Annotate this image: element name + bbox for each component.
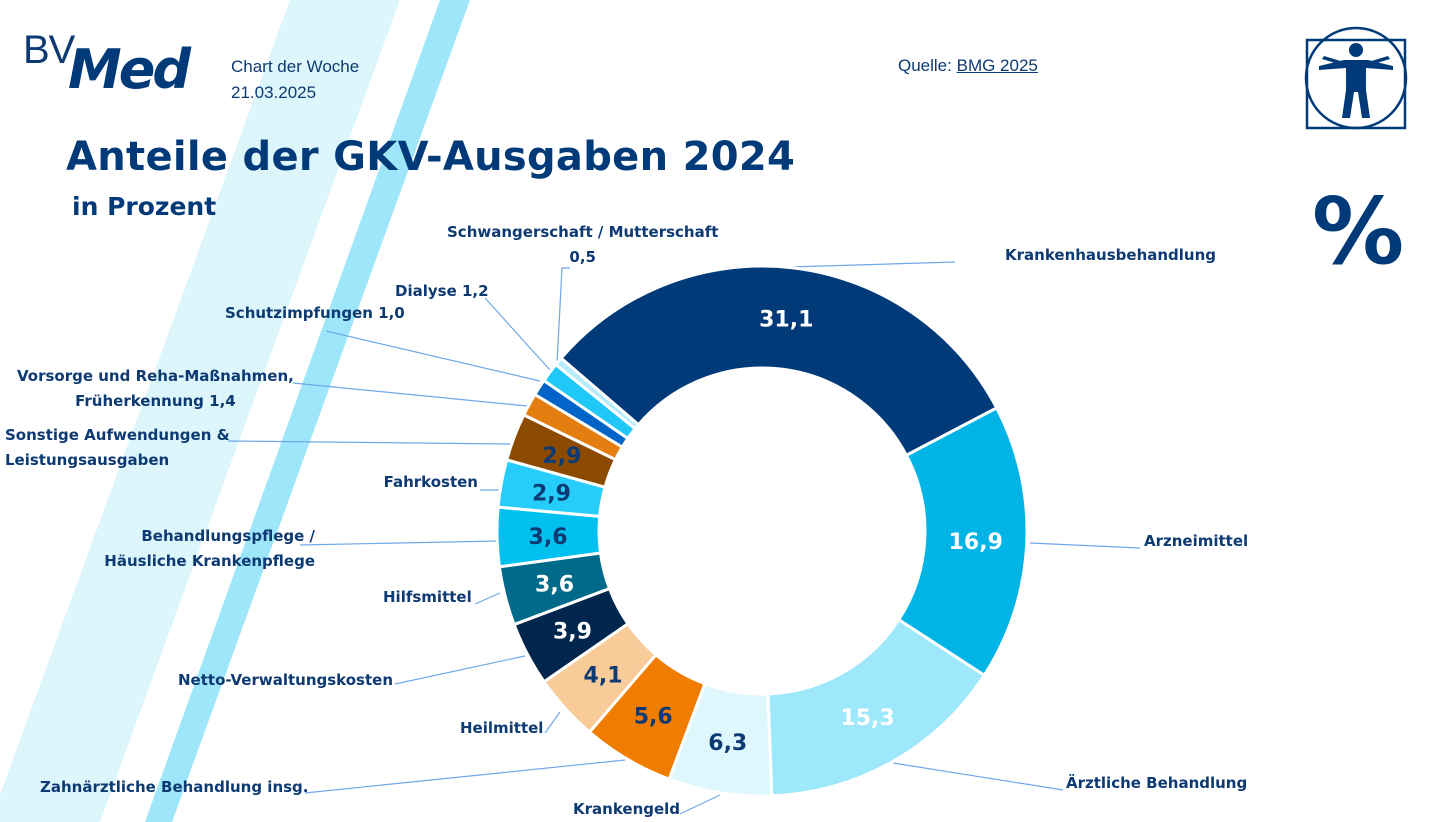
slice-category-label: Heilmittel (460, 716, 543, 741)
source: Quelle: BMG 2025 (898, 56, 1038, 76)
slice-category-label: Schwangerschaft / Mutterschaft 0,5 (447, 220, 718, 270)
leader-line (304, 759, 626, 794)
slice-category-label: Krankengeld (573, 797, 680, 822)
chart-subtitle: in Prozent (72, 192, 217, 221)
stripe-light (0, 0, 400, 822)
slice-value-label: 3,9 (553, 619, 592, 644)
donut-slices (495, 264, 1029, 798)
chart-date: 21.03.2025 (231, 83, 317, 102)
slice-value-label: 5,6 (634, 704, 673, 729)
logo-bv: BV (23, 28, 75, 72)
leader-line (484, 297, 551, 371)
slice-value-label: 2,9 (532, 481, 571, 506)
leader-line (556, 267, 570, 364)
leader-line (325, 330, 541, 382)
slice-category-label: Schutzimpfungen 1,0 (225, 301, 405, 326)
slice-category-label: Krankenhausbehandlung (1005, 243, 1216, 268)
label-line: Häusliche Krankenpflege (104, 552, 315, 570)
slice-category-label: Behandlungspflege / Häusliche Krankenpfle… (104, 524, 315, 574)
slice-value-label: 15,3 (840, 706, 894, 731)
slice-category-label: Fahrkosten (384, 470, 478, 495)
slice-category-label: Zahnärztliche Behandlung insg. (40, 775, 309, 800)
label-line: Behandlungspflege / (141, 527, 315, 545)
leader-lines (227, 261, 1141, 815)
label-line: Arzneimittel (1144, 532, 1249, 550)
label-line: Dialyse 1,2 (395, 282, 489, 300)
slice-category-label: Dialyse 1,2 (395, 279, 489, 304)
leader-line (227, 440, 513, 445)
stripe-mid (145, 0, 470, 822)
slice-category-label: Arzneimittel (1144, 529, 1248, 554)
slice-category-label: Hilfsmittel (383, 585, 472, 610)
logo-med: Med (68, 38, 191, 101)
label-line: Fahrkosten (383, 473, 478, 491)
label-line: Ärztliche Behandlung (1066, 774, 1248, 792)
ring-value-labels: 31,1 16,9 15,3 6,3 5,6 4,1 3,9 3,6 3,6 2,9 2,9 (529, 307, 1003, 756)
slice-category-label: Ärztliche Behandlung (1066, 771, 1247, 796)
label-line: Schwangerschaft / Mutterschaft (447, 223, 719, 241)
slice-category-label: Vorsorge und Reha-Maßnahmen, Früherkennun… (17, 364, 294, 414)
chart-title: Anteile der GKV-Ausgaben 2024 (66, 134, 796, 180)
slice-value-label: 4,1 (584, 663, 623, 688)
slice-value-label: 3,6 (535, 573, 574, 598)
label-line: Leistungsausgaben (5, 451, 170, 469)
slice-value-label: 6,3 (708, 731, 747, 756)
slice-category-label: Sonstige Aufwendungen & Leistungsausgaben (5, 423, 230, 473)
slice-value-label: 2,9 (542, 444, 581, 469)
label-line: Hilfsmittel (383, 588, 472, 606)
vitruvian-man-icon (1304, 26, 1408, 130)
label-line: Zahnärztliche Behandlung insg. (40, 778, 309, 796)
label-line: Früherkennung 1,4 (75, 392, 236, 410)
leader-line (1029, 542, 1141, 549)
chart-series-label: Chart der Woche (231, 57, 360, 76)
label-line: Sonstige Aufwendungen & (5, 426, 230, 444)
slice-category-label: Netto-Verwaltungskosten (178, 668, 393, 693)
source-link[interactable]: BMG 2025 (956, 56, 1038, 75)
leader-line (292, 382, 528, 407)
label-line: Netto-Verwaltungskosten (178, 671, 394, 689)
leader-line (679, 794, 721, 815)
leader-line (474, 592, 501, 605)
leader-line (299, 540, 498, 546)
source-prefix: Quelle: (898, 56, 952, 75)
label-line: Schutzimpfungen 1,0 (225, 304, 405, 322)
slice-value-label: 16,9 (949, 530, 1003, 555)
label-line: Krankenhausbehandlung (1005, 246, 1217, 264)
label-line: Heilmittel (460, 719, 544, 737)
donut-slice (558, 264, 999, 458)
label-line: Krankengeld (573, 800, 681, 818)
label-line: 0,5 (569, 248, 596, 266)
slice-value-label: 3,6 (529, 525, 568, 550)
donut-slice (553, 356, 641, 431)
percent-icon: % (1312, 178, 1404, 285)
leader-line (544, 711, 561, 734)
label-line: Vorsorge und Reha-Maßnahmen, (17, 367, 294, 385)
leader-line (394, 655, 526, 685)
slice-value-label: 31,1 (759, 307, 813, 332)
leader-line (789, 261, 956, 268)
leader-line (892, 762, 1064, 791)
